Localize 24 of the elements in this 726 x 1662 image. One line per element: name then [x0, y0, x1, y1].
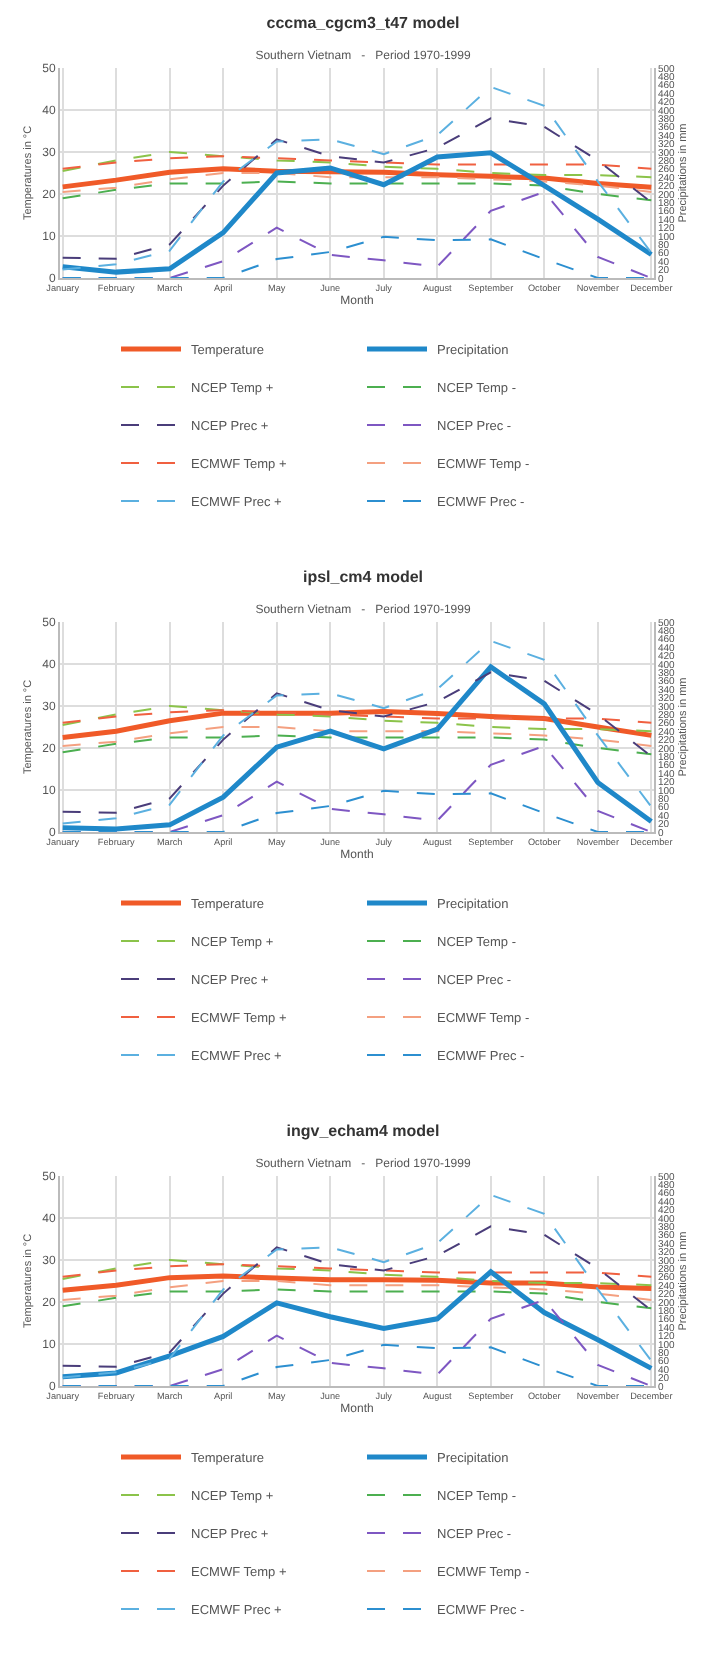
line-series	[61, 1288, 653, 1310]
chart-title: ipsl_cm4 model	[302, 567, 424, 586]
line-series	[61, 180, 653, 202]
line-series	[61, 1259, 653, 1287]
line-series	[61, 85, 653, 271]
line-series	[61, 705, 653, 733]
line-series	[61, 1225, 653, 1368]
line-series	[61, 172, 653, 193]
line-series	[61, 151, 653, 179]
line-series	[61, 1193, 653, 1379]
line-series	[60, 150, 654, 275]
line-series	[61, 726, 653, 747]
line-series	[60, 1273, 654, 1293]
line-series	[61, 1263, 653, 1278]
line-series	[61, 117, 653, 260]
line-series	[61, 155, 653, 170]
line-series	[61, 671, 653, 814]
line-series	[61, 709, 653, 724]
chart-title: cccma_cgcm3_t47 model	[266, 13, 460, 32]
line-series	[61, 734, 653, 756]
chart-title: ingv_echam4 model	[286, 1121, 440, 1140]
line-series	[61, 639, 653, 825]
line-series	[60, 1269, 654, 1380]
line-series	[61, 1280, 653, 1301]
